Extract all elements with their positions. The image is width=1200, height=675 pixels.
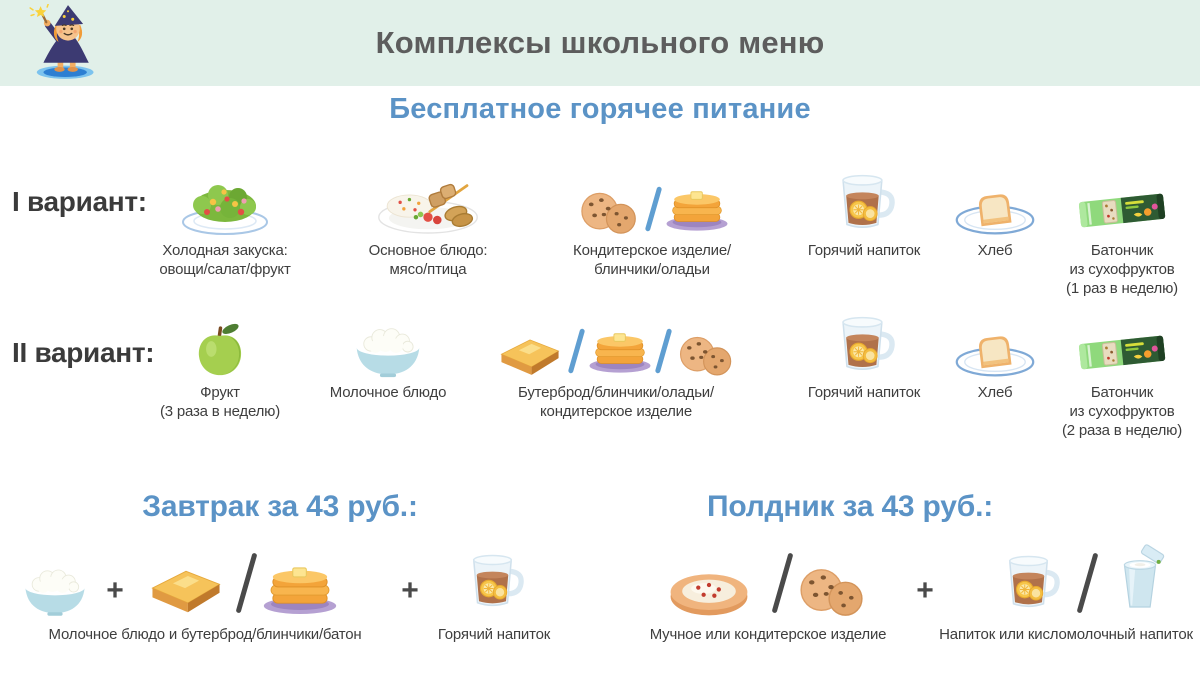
menu-item-label: Кондитерское изделие/ блинчики/оладьи [573, 242, 731, 279]
fruit-bar-icon [1075, 326, 1169, 378]
slash-separator [771, 552, 794, 614]
menu-item-label: Бутерброд/блинчики/оладьи/ кондитерское … [518, 384, 714, 421]
bread-plate-icon [953, 188, 1037, 236]
subtitle-free-hot-meals: Бесплатное горячее питание [389, 93, 811, 125]
menu-item-bread: Хлеб [920, 168, 1070, 260]
menu-item-milk-dish: Молочное блюдо [278, 310, 498, 402]
menu-item-label: Основное блюдо: мясо/птица [368, 242, 488, 279]
menu-item-main-dish: Основное блюдо: мясо/птица [318, 168, 538, 279]
slash-separator [567, 328, 586, 374]
sandwich-icon [495, 332, 565, 378]
main-dish-icon [376, 178, 480, 236]
slash-separator [644, 186, 662, 232]
menu-item-label: Батончик из сухофруктов (1 раз в неделю) [1066, 242, 1178, 298]
snack-group1-label: Мучное или кондитерское изделие [649, 626, 887, 643]
hot-drink-icon [833, 310, 895, 378]
menu-item-label: Горячий напиток [807, 242, 921, 259]
menu-item-fruit-bar: Батончик из сухофруктов (2 раза в неделю… [1032, 310, 1200, 441]
pastry-icon [667, 568, 751, 618]
page-title: Комплексы школьного меню [375, 25, 825, 60]
menu-item-bread: Хлеб [920, 310, 1070, 402]
menu-item-fruit: Фрукт (3 раза в неделю) [110, 310, 330, 421]
menu-item-confectionery: Кондитерское изделие/ блинчики/оладьи [540, 168, 764, 279]
pancakes-icon [262, 554, 338, 618]
yogurt-cup-icon [1112, 540, 1168, 618]
pancakes-icon [665, 178, 729, 236]
hot-drink-icon [833, 168, 895, 236]
variant-1-label: I вариант: [12, 186, 147, 217]
slash-separator [1076, 552, 1099, 614]
variant-2-label: II вариант: [12, 337, 155, 368]
breakfast-group1-label: Молочное блюдо и бутерброд/блинчики/бато… [48, 626, 362, 643]
menu-item-fruit-bar: Батончик из сухофруктов (1 раз в неделю) [1032, 168, 1200, 299]
apple-icon [193, 320, 247, 378]
plus-icon: + [916, 574, 934, 607]
menu-item-hot-drink: Горячий напиток [764, 310, 964, 402]
menu-item-label: Батончик из сухофруктов (2 раза в неделю… [1061, 384, 1183, 440]
slash-separator [235, 552, 258, 614]
snack-heading: Полдник за 43 руб.: [706, 490, 994, 523]
hot-drink-icon [1000, 546, 1060, 618]
bread-plate-icon [953, 330, 1037, 378]
menu-item-label: Фрукт (3 раза в неделю) [159, 384, 281, 421]
menu-item-label: Горячий напиток [807, 384, 921, 401]
menu-item-cold-snack: Холодная закуска: овощи/салат/фрукт [115, 168, 335, 279]
salad-plate-icon [178, 174, 272, 236]
plus-icon: + [401, 574, 419, 607]
menu-item-label: Молочное блюдо [329, 384, 447, 401]
breakfast-heading: Завтрак за 43 руб.: [142, 490, 418, 523]
plus-icon: + [106, 574, 124, 607]
milk-dish-bowl-icon [352, 326, 424, 378]
menu-item-label: Холодная закуска: овощи/салат/фрукт [159, 242, 291, 279]
cookies-icon [794, 564, 870, 618]
header-band: Комплексы школьного меню [0, 0, 1200, 86]
hot-drink-icon [464, 544, 524, 618]
menu-item-label: Хлеб [977, 384, 1013, 401]
menu-item-hot-drink: Горячий напиток [764, 168, 964, 260]
slash-separator [654, 328, 673, 374]
menu-item-label: Хлеб [977, 242, 1013, 259]
breakfast-group2-label: Горячий напиток [437, 626, 551, 643]
snack-group2-label: Напиток или кисломолочный напиток [939, 626, 1193, 643]
pancakes-icon [588, 320, 652, 378]
sandwich-icon [145, 562, 227, 616]
cookies-icon [576, 188, 642, 236]
fruit-bar-icon [1075, 184, 1169, 236]
menu-item-sandwich-pancakes-cookies: Бутерброд/блинчики/оладьи/ кондитерское … [482, 310, 750, 421]
milk-dish-bowl-icon [22, 566, 88, 618]
cookies-icon [675, 332, 737, 378]
